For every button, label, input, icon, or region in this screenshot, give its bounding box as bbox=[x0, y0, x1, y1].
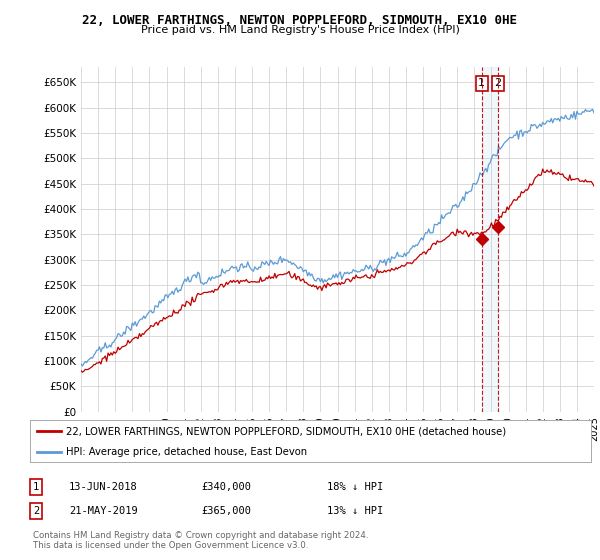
Text: 13-JUN-2018: 13-JUN-2018 bbox=[69, 482, 138, 492]
Text: £340,000: £340,000 bbox=[201, 482, 251, 492]
Text: Price paid vs. HM Land Registry's House Price Index (HPI): Price paid vs. HM Land Registry's House … bbox=[140, 25, 460, 35]
Text: 13% ↓ HPI: 13% ↓ HPI bbox=[327, 506, 383, 516]
Text: 1: 1 bbox=[33, 482, 39, 492]
Text: 18% ↓ HPI: 18% ↓ HPI bbox=[327, 482, 383, 492]
Text: 1: 1 bbox=[478, 78, 485, 88]
Text: 21-MAY-2019: 21-MAY-2019 bbox=[69, 506, 138, 516]
Text: 22, LOWER FARTHINGS, NEWTON POPPLEFORD, SIDMOUTH, EX10 0HE: 22, LOWER FARTHINGS, NEWTON POPPLEFORD, … bbox=[83, 14, 517, 27]
Text: 2: 2 bbox=[494, 78, 502, 88]
Text: 22, LOWER FARTHINGS, NEWTON POPPLEFORD, SIDMOUTH, EX10 0HE (detached house): 22, LOWER FARTHINGS, NEWTON POPPLEFORD, … bbox=[67, 426, 506, 436]
Text: HPI: Average price, detached house, East Devon: HPI: Average price, detached house, East… bbox=[67, 447, 308, 458]
Text: £365,000: £365,000 bbox=[201, 506, 251, 516]
Bar bbox=[482, 67, 498, 412]
Text: 2: 2 bbox=[33, 506, 39, 516]
Text: Contains HM Land Registry data © Crown copyright and database right 2024.
This d: Contains HM Land Registry data © Crown c… bbox=[33, 530, 368, 550]
